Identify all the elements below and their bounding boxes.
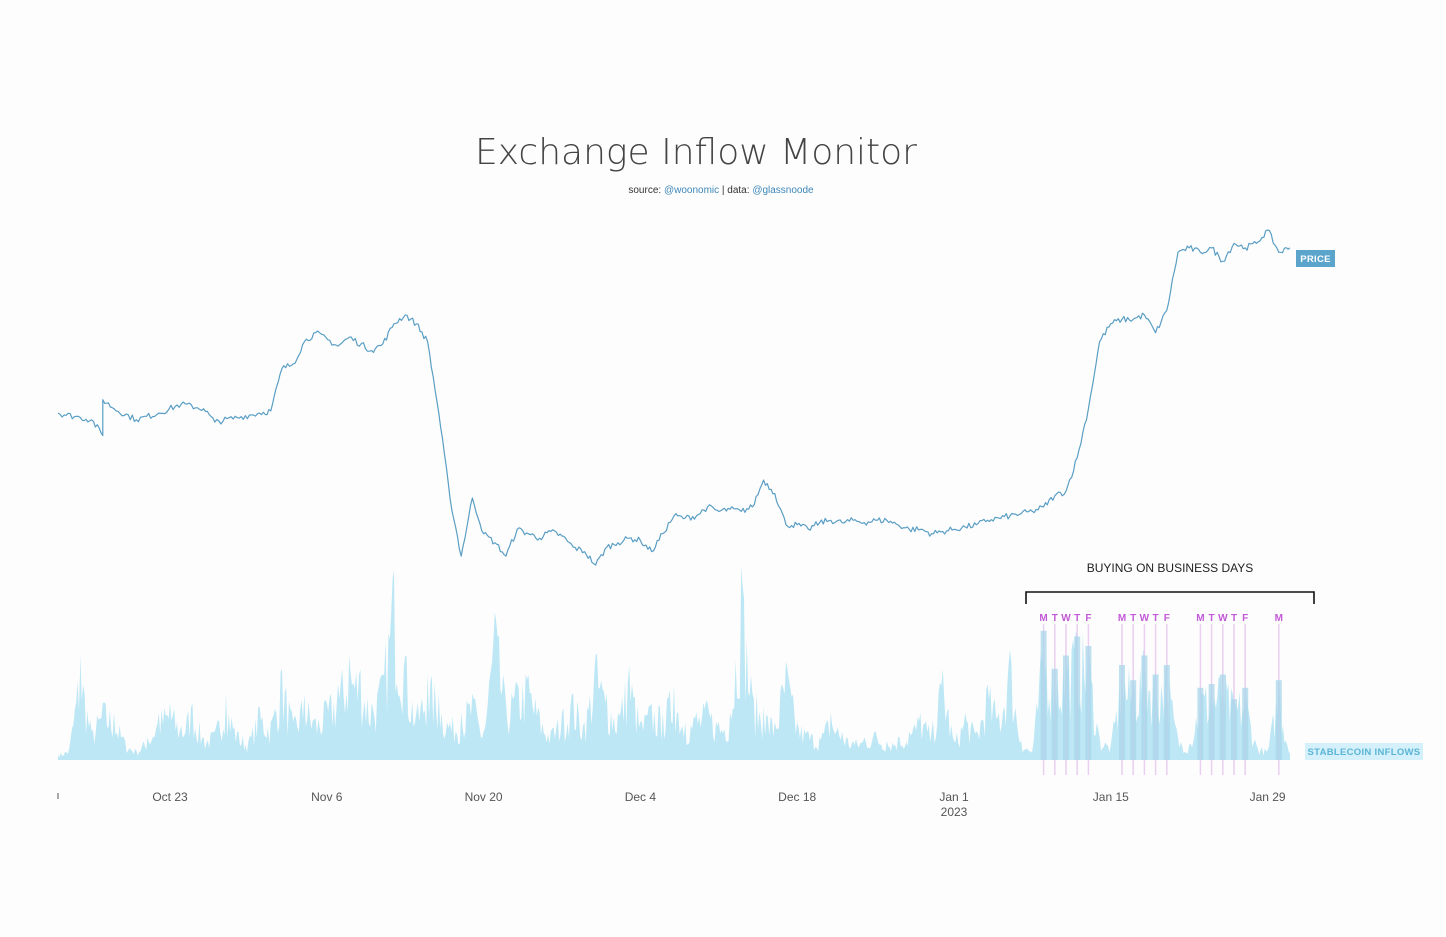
business-day-label: M (1039, 613, 1047, 624)
series-badges: PRICE STABLECOIN INFLOWS (1296, 250, 1423, 760)
business-day-inflow-bar (1208, 684, 1215, 760)
data-separator: | data: (721, 185, 750, 196)
business-day-inflow-bar (1074, 636, 1081, 760)
business-day-label: W (1140, 613, 1150, 624)
x-tick-label: Dec 4 (625, 790, 657, 804)
x-tick-label: Jan 1 (939, 790, 969, 804)
chart-subtitle: source: @woonomic | data: @glassnoode (0, 185, 1442, 196)
price-badge-label: PRICE (1300, 254, 1331, 265)
x-tick-label: Jan 15 (1093, 790, 1129, 804)
business-day-inflow-bar (1275, 680, 1282, 760)
price-badge (1296, 250, 1335, 267)
business-days-bracket-label: BUYING ON BUSINESS DAYS (1087, 561, 1253, 575)
business-day-label: T (1130, 613, 1136, 624)
source-prefix: source: (628, 185, 662, 196)
business-day-inflow-bar (1063, 655, 1069, 760)
x-tick-label: Jan 29 (1250, 790, 1286, 804)
business-days-bracket (1025, 591, 1315, 604)
business-day-label: T (1209, 613, 1215, 624)
stablecoin-inflows-area-path (58, 566, 1290, 760)
business-day-label: T (1052, 613, 1058, 624)
business-day-label: T (1074, 613, 1080, 624)
x-tick-sublabel: 2023 (941, 805, 968, 819)
x-tick-label: Nov 20 (465, 790, 503, 804)
business-day-inflow-bar (1197, 687, 1204, 760)
business-day-inflow-bar (1242, 687, 1249, 760)
business-day-inflow-bar (1231, 699, 1237, 760)
source-link[interactable]: @woonomic (663, 185, 720, 196)
stablecoin-inflows-area (58, 566, 1290, 760)
chart-title: Exchange Inflow Monitor (475, 132, 917, 173)
data-link[interactable]: @glassnoode (752, 185, 814, 196)
business-day-inflow-bar (1119, 665, 1125, 760)
stablecoin-inflows-badge (1305, 743, 1423, 760)
business-day-label: T (1231, 613, 1237, 624)
x-tick-label: Oct 23 (152, 790, 188, 804)
business-day-label: M (1196, 613, 1204, 624)
business-day-inflow-bar (1085, 646, 1092, 760)
business-day-label: M (1275, 613, 1283, 624)
business-day-inflow-bar (1130, 680, 1137, 760)
business-day-inflow-bar (1163, 665, 1170, 760)
x-tick-label: Nov 6 (311, 790, 343, 804)
business-day-label: F (1164, 613, 1170, 624)
price-series (57, 229, 1291, 566)
stablecoin-inflows-badge-label: STABLECOIN INFLOWS (1308, 747, 1421, 758)
business-day-highlights (1040, 624, 1282, 775)
business-day-inflow-bar (1152, 674, 1159, 760)
business-day-label: T (1153, 613, 1159, 624)
business-day-inflow-bar (1040, 630, 1047, 760)
business-day-label: F (1242, 613, 1248, 624)
business-day-inflow-bar (1141, 655, 1148, 760)
business-day-label: F (1085, 613, 1091, 624)
price-line (57, 229, 1291, 566)
business-day-label: M (1118, 613, 1126, 624)
business-day-label: W (1061, 613, 1071, 624)
business-day-label: W (1218, 613, 1228, 624)
x-tick-label: Dec 18 (778, 790, 816, 804)
business-day-inflow-bar (1219, 674, 1226, 760)
business-day-inflow-bar (1051, 668, 1058, 760)
